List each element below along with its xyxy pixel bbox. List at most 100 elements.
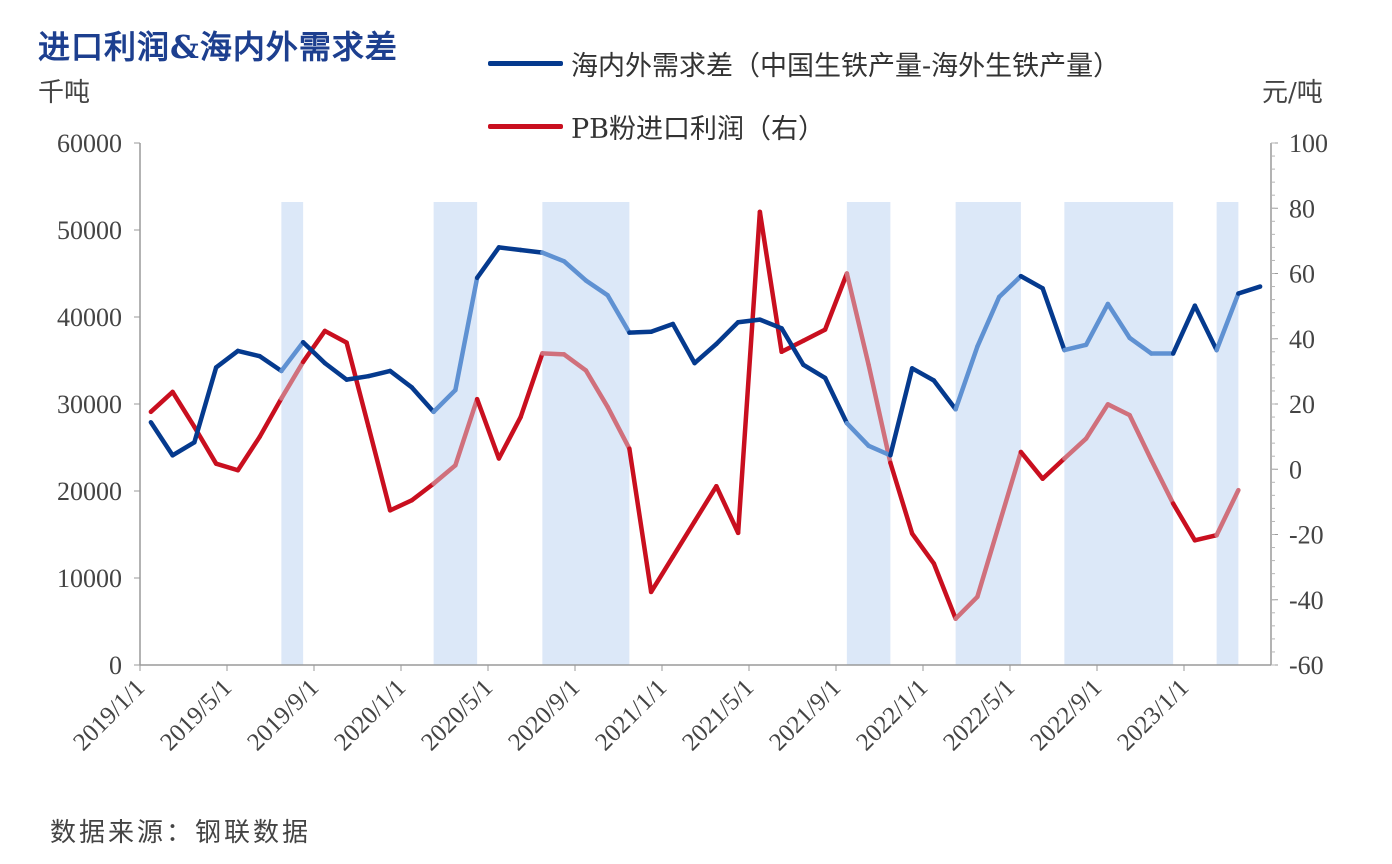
x-tick-label: 2019/5/1 — [155, 674, 237, 756]
x-tick-label: 2020/1/1 — [329, 674, 411, 756]
demand-gap-segment — [605, 293, 632, 335]
legend-swatch-red — [488, 124, 563, 129]
x-tick-label: 2020/9/1 — [503, 674, 585, 756]
shaded-period — [433, 202, 478, 665]
demand-gap-segment — [757, 317, 784, 331]
pb-profit-segment — [1170, 501, 1198, 543]
pb-profit-segment — [431, 463, 458, 486]
pb-profit-segment — [561, 352, 589, 373]
demand-gap-segment — [409, 385, 436, 415]
pb-profit-segment — [605, 404, 632, 451]
demand-gap-segment — [192, 365, 219, 445]
right-tick-label: -40 — [1289, 586, 1324, 615]
legend-label: 海内外需求差（中国生铁产量-海外生铁产量） — [571, 51, 1121, 82]
legend-item-pb-profit: PB粉进口利润（右） — [488, 107, 825, 146]
demand-gap-segment — [257, 353, 284, 374]
right-axis-unit: 元/吨 — [1262, 78, 1323, 108]
demand-gap-segment — [931, 378, 958, 412]
pb-profit-segment — [344, 340, 371, 429]
demand-gap-segment — [692, 341, 719, 366]
pb-profit-segment — [1149, 457, 1176, 506]
pb-profit-segment — [909, 531, 937, 566]
pb-profit-segment — [1062, 436, 1089, 461]
x-tick-label: 2022/9/1 — [1025, 674, 1107, 756]
demand-gap-segment — [822, 375, 850, 426]
pb-profit-segment — [1127, 412, 1154, 463]
x-tick-label: 2022/5/1 — [938, 674, 1020, 756]
demand-gap-segment — [540, 250, 567, 264]
demand-gap-segment — [496, 245, 523, 253]
left-tick-label: 60000 — [57, 129, 122, 158]
pb-profit-segment — [322, 328, 349, 345]
pb-profit-segment — [757, 209, 784, 355]
demand-gap-segment — [909, 366, 937, 383]
demand-gap-segment — [322, 360, 349, 382]
data-source: 数据来源：钢联数据 — [50, 818, 312, 848]
demand-gap-segment — [431, 387, 458, 415]
pb-profit-segment — [801, 327, 828, 343]
demand-gap-segment — [627, 329, 654, 335]
right-tick-label: 80 — [1289, 194, 1315, 223]
left-tick-label: 20000 — [57, 477, 122, 506]
demand-gap-segment — [866, 443, 893, 458]
demand-gap-segment — [344, 373, 371, 382]
demand-gap-segment — [648, 321, 676, 335]
left-axis-unit: 千吨 — [38, 78, 91, 108]
demand-gap-segment — [888, 366, 915, 458]
pb-profit-segment — [844, 271, 871, 368]
pb-profit-segment — [1105, 402, 1132, 418]
left-tick-label: 40000 — [57, 303, 122, 332]
demand-gap-segment — [801, 362, 828, 381]
right-tick-label: 100 — [1289, 129, 1328, 158]
pb-profit-segment — [648, 554, 676, 595]
x-tick-label: 2021/5/1 — [677, 674, 759, 756]
pb-profit-segment — [670, 519, 697, 559]
left-tick-label: 0 — [109, 651, 122, 680]
shaded-period — [542, 202, 630, 665]
demand-gap-segment — [1040, 286, 1067, 353]
pb-profit-segment — [953, 594, 980, 621]
demand-gap-segment — [1018, 273, 1045, 291]
left-tick-label: 50000 — [57, 216, 122, 245]
pb-profit-segment — [279, 359, 306, 401]
demand-gap-segment — [714, 319, 741, 347]
demand-gap-segment — [975, 294, 1002, 349]
pb-profit-segment — [931, 561, 958, 621]
right-tick-label: 0 — [1289, 455, 1302, 484]
pb-profit-segment — [1018, 449, 1045, 481]
demand-gap-segment — [1105, 301, 1132, 341]
pb-profit-segment — [409, 481, 436, 503]
pb-profit-segment — [996, 449, 1024, 527]
right-tick-label: -60 — [1289, 651, 1324, 680]
pb-profit-segment — [300, 328, 328, 365]
pb-profit-segment — [735, 209, 763, 536]
right-tick-label: 60 — [1289, 260, 1315, 289]
x-tick-label: 2019/9/1 — [242, 674, 324, 756]
pb-profit-segment — [692, 483, 719, 524]
demand-gap-segment — [1127, 335, 1154, 356]
demand-gap-segment — [670, 321, 697, 366]
demand-gap-segment — [583, 278, 610, 298]
demand-gap-segment — [279, 339, 306, 374]
left-tick-label: 30000 — [57, 390, 122, 419]
pb-profit-segment — [975, 522, 1002, 600]
x-tick-label: 2019/1/1 — [68, 674, 150, 756]
legend-swatch-blue — [488, 61, 563, 66]
demand-gap-segment — [148, 420, 175, 458]
pb-profit-segment — [213, 461, 241, 473]
demand-gap-segment — [996, 273, 1024, 300]
demand-gap-segment — [518, 247, 545, 255]
pb-profit-segment — [1040, 456, 1067, 481]
demand-gap-segment — [387, 368, 415, 390]
demand-gap-segment — [1214, 291, 1241, 353]
pb-profit-segment — [148, 389, 175, 415]
pb-profit-segment — [366, 423, 393, 513]
pb-profit-segment — [1083, 402, 1111, 441]
chart-title: 进口利润&海内外需求差 — [38, 28, 398, 66]
pb-profit-segment — [170, 389, 197, 430]
demand-gap-segment — [1170, 303, 1198, 356]
pb-profit-series — [148, 209, 1241, 621]
demand-gap-segment — [1236, 284, 1263, 296]
pb-profit-segment — [540, 351, 567, 357]
